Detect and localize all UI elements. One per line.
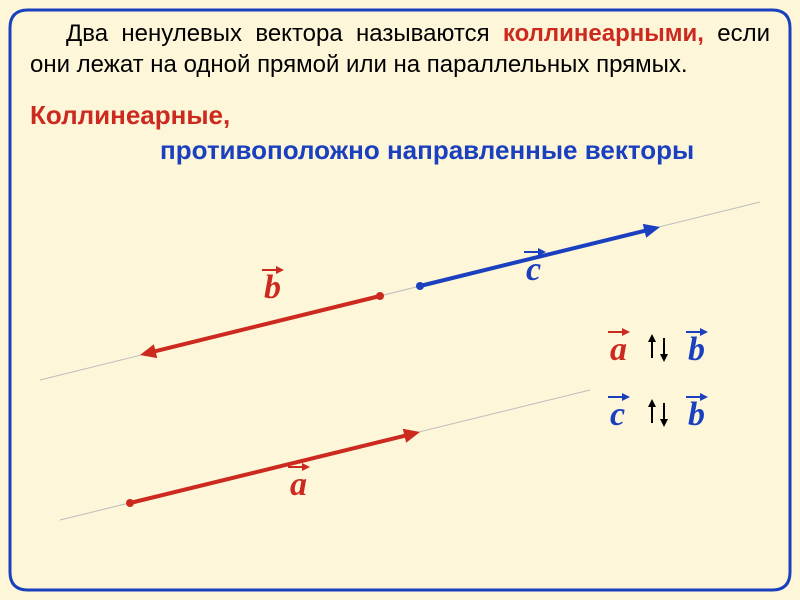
vector-diagram: b c a ab cb [0,0,800,600]
relation-a-b: ab [608,328,708,368]
vector-a: a [126,429,420,507]
relation-c-b: cb [608,393,708,433]
vector-c: c [416,224,660,290]
vector-b: b [140,266,384,358]
svg-text:a: a [610,331,627,368]
svg-text:a: a [290,466,307,503]
svg-text:c: c [526,251,541,288]
svg-text:b: b [688,396,705,433]
svg-text:b: b [688,331,705,368]
svg-text:b: b [264,269,281,306]
svg-text:c: c [610,396,625,433]
